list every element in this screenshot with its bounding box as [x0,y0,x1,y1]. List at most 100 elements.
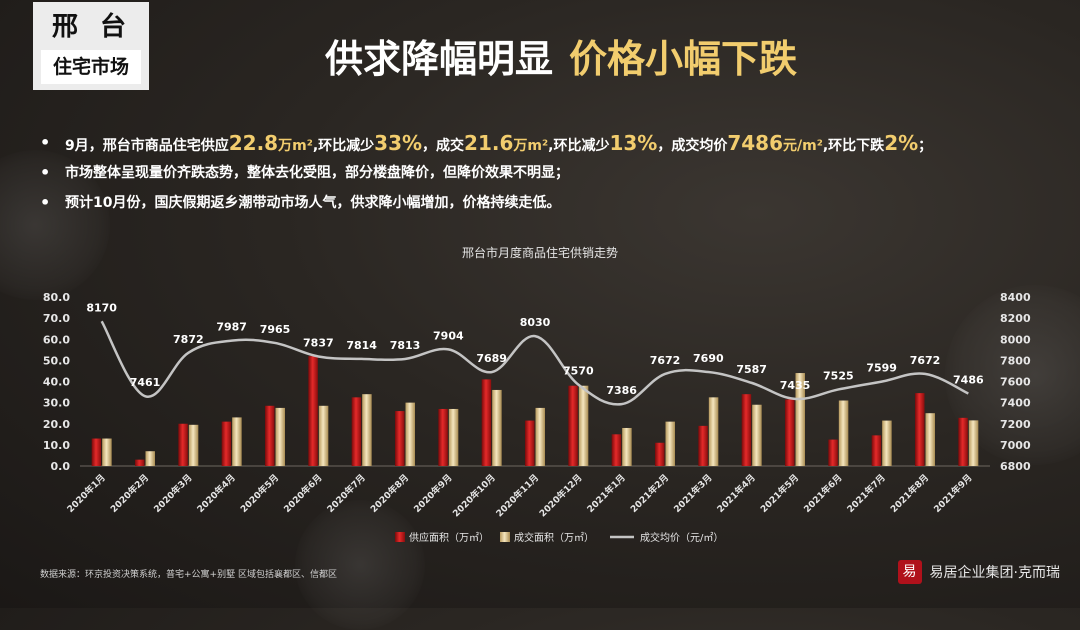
legend-price-label: 成交均价（元/㎡） [640,531,723,544]
bullet-dot-icon: • [40,163,51,182]
price-data-label: 7690 [693,352,724,365]
bullet1-supply-value: 22.8 [228,131,279,155]
bullet1-text: ，成交 [422,138,465,154]
bullet-item-1: • 9月，邢台市商品住宅供应22.8万m²,环比减少33%，成交21.6万m²,… [40,128,1060,158]
y-right-tick-label: 6800 [1000,460,1031,473]
bullet1-price-change: 2% [884,131,919,155]
supply-bar [438,408,448,466]
x-tick-label: 2020年6月 [281,472,324,515]
y-right-tick-label: 7800 [1000,354,1031,367]
price-data-label: 7837 [303,336,334,349]
supply-bar [785,399,795,466]
x-tick-label: 2021年4月 [714,472,757,515]
y-right-tick-label: 7000 [1000,439,1031,452]
bullet1-text: ，成交均价 [657,138,728,154]
y-left-tick-label: 30.0 [43,397,70,410]
x-tick-label: 2021年3月 [671,472,714,515]
supply-bar [915,393,925,466]
supply-bar [481,379,492,466]
deal-bar [405,402,415,466]
price-data-label: 7814 [346,339,377,352]
y-right-tick-label: 7200 [1000,418,1031,431]
x-tick-label: 2020年2月 [108,472,151,515]
price-data-label: 7672 [650,354,681,367]
x-tick-label: 2020年5月 [238,472,281,515]
y-left-tick-label: 70.0 [43,312,70,325]
x-tick-label: 2021年2月 [628,472,671,515]
y-left-tick-label: 60.0 [43,333,70,346]
y-right-tick-label: 7600 [1000,376,1031,389]
deal-bar [925,413,935,466]
deal-bar [188,424,199,466]
supply-bar [828,439,838,466]
supply-bar [308,356,318,466]
data-source-note: 数据来源：环京投资决策系统，普宅+公寓+别墅 区域包括襄都区、信都区 [40,570,337,580]
x-tick-label: 2020年12月 [537,472,585,520]
y-left-tick-label: 50.0 [43,354,70,367]
x-tick-label: 2020年11月 [493,472,541,520]
x-tick-label: 2021年1月 [584,472,627,515]
deal-bar [318,405,329,466]
x-tick-label: 2021年7月 [844,472,887,515]
supply-bar [135,459,145,466]
price-line [100,320,969,406]
bullet-dot-icon: • [40,133,51,152]
price-data-label: 8030 [520,316,551,329]
bullet3-text: 预计10月份，国庆假期返乡潮带动市场人气，供求降小幅增加，价格持续走低。 [65,195,561,211]
supply-bar [611,434,622,466]
price-data-label: 7599 [866,362,897,375]
deal-bar [362,394,372,466]
bullet1-text: ； [918,138,933,154]
bullet1-text: ,环比减少 [548,138,610,154]
y-right-tick-label: 7400 [1000,397,1031,410]
price-data-label: 7904 [433,329,464,342]
legend-supply-label: 供应面积（万㎡） [409,531,489,544]
x-tick-label: 2021年6月 [801,472,844,515]
deal-bar [882,420,892,466]
x-tick-label: 2020年9月 [411,472,454,515]
y-right-tick-label: 8400 [1000,291,1031,304]
bullet1-text: ,环比减少 [312,138,375,154]
price-data-label: 7486 [953,374,984,387]
deal-bar [145,451,155,466]
deal-bar [232,417,242,466]
price-data-label: 7872 [173,333,204,346]
bullet-item-2: • 市场整体呈现量价齐跌态势，整体去化受阻，部分楼盘降价，但降价效果不明显； [40,158,1060,188]
price-data-label: 7461 [130,376,161,389]
deal-bar [275,407,285,466]
supply-bar [568,385,578,466]
bullet1-text: ,环比下跌 [822,138,885,154]
x-tick-label: 2021年9月 [931,472,974,515]
bullet1-deal-value: 21.6 [464,131,514,155]
y-left-tick-label: 40.0 [43,376,70,389]
bullet1-supply-unit: 万m² [278,138,313,154]
badge-city: 邢台 [51,12,148,42]
legend-supply-swatch [395,532,405,542]
y-right-tick-label: 8000 [1000,333,1031,346]
deal-bar [795,373,805,466]
supply-bar [265,405,275,466]
price-data-label: 7672 [910,354,941,367]
bullet1-deal-change: 13% [609,131,658,155]
logo-text: 易居企业集团·克而瑞 [929,565,1060,581]
x-tick-label: 2021年8月 [888,472,931,515]
deal-bar [492,389,502,466]
deal-bar [102,438,112,466]
supply-bar [958,417,968,466]
bullet1-supply-change: 33% [374,131,423,155]
price-data-label: 8170 [86,301,117,314]
y-right-tick-label: 8200 [1000,312,1031,325]
x-tick-label: 2020年4月 [194,472,237,515]
deal-bar [752,404,762,466]
price-data-label: 7689 [476,352,507,365]
supply-bar [525,420,535,466]
price-data-label: 7570 [563,365,594,378]
deal-bar [838,400,849,466]
region-badge: 邢台 住宅市场 [33,2,149,90]
price-data-label: 7587 [736,363,767,376]
title-part1: 供求降幅明显 [325,37,554,81]
bullet1-text: 9月，邢台市商品住宅供应 [65,138,229,154]
company-logo: 易 易居企业集团·克而瑞 [897,558,1060,586]
price-data-label: 7435 [780,379,811,392]
supply-bar [871,435,882,466]
